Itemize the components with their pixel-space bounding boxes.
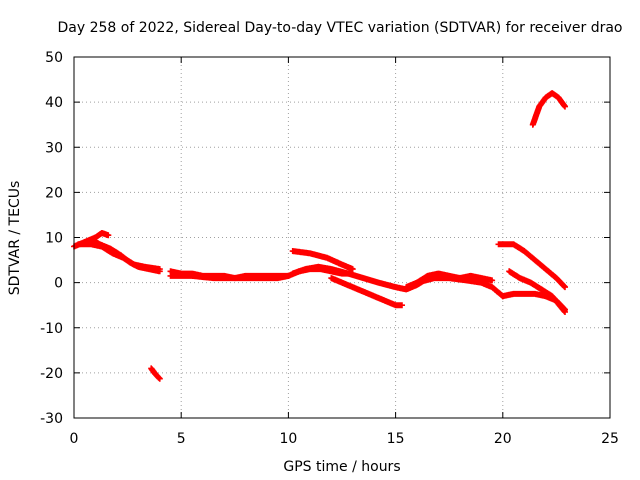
data-points [71,90,568,382]
x-tick-label: 15 [387,431,405,447]
series-marker-path [414,275,506,300]
y-tick-label: 10 [45,231,63,247]
y-tick-label: 0 [54,276,63,292]
series-marker-path [88,236,163,275]
series-marker-path [506,268,568,315]
series-marker-path [148,365,163,382]
x-axis-label: GPS time / hours [283,459,400,475]
plot-frame [73,56,611,419]
x-tick-label: 5 [177,431,186,447]
y-tick-label: 20 [45,185,63,201]
series-marker-path [167,272,292,282]
series-track-13 [495,241,568,291]
grid-lines [74,57,610,418]
series-track-14 [506,268,568,315]
series-track-5 [167,272,292,282]
y-axis-label: SDTVAR / TECUs [7,181,23,296]
y-tick-label: -10 [40,321,63,337]
x-tick-label: 25 [601,431,619,447]
y-tick-label: -20 [40,366,63,382]
series-marker-path [495,241,568,291]
y-tick-label: 30 [45,140,63,156]
series-marker-path [289,248,356,273]
y-tick-label: 40 [45,95,63,111]
y-tick-label: -30 [40,411,63,427]
series-marker-path [529,90,568,128]
tick-labels: 0 5 10 15 20 25 -30 -20 -10 0 10 20 30 40 50 [40,50,619,447]
series-marker-path [328,275,405,309]
y-tick-label: 50 [45,50,63,66]
series-track-3 [88,236,163,275]
x-tick-label: 20 [494,431,512,447]
x-tick-label: 10 [279,431,297,447]
series-track-16 [148,365,163,382]
series-track-15 [529,90,568,128]
chart-title: Day 258 of 2022, Sidereal Day-to-day VTE… [57,20,622,36]
x-tick-label: 0 [70,431,79,447]
series-track-8 [328,275,405,309]
series-track-11 [414,275,506,300]
series-track-9 [289,248,356,273]
